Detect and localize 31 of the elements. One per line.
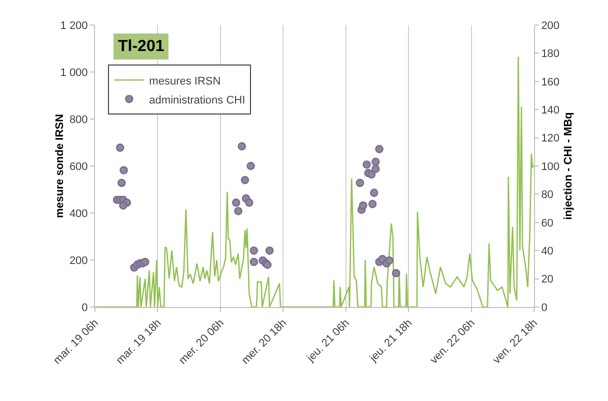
x-tick-label: mer. 20 06h bbox=[176, 317, 226, 367]
x-tick-label: ven. 22 06h bbox=[428, 317, 478, 366]
y2-axis-title: injection - CHI - MBq bbox=[562, 112, 574, 220]
legend-label: administrations CHI bbox=[149, 94, 246, 106]
y-tick-label: 0 bbox=[82, 302, 88, 314]
y2-tick-label: 160 bbox=[541, 76, 560, 88]
x-tick-label: jeu. 21 18h bbox=[366, 317, 415, 365]
x-tick-label: jeu. 21 06h bbox=[304, 317, 352, 365]
legend-label: mesures IRSN bbox=[149, 75, 221, 88]
y2-tick-label: 100 bbox=[541, 160, 560, 173]
y-axis-title: mesure sonde IRSN bbox=[54, 114, 66, 218]
y2-tick-label: 200 bbox=[541, 20, 560, 32]
y2-tick-label: 60 bbox=[541, 217, 554, 230]
y2-tick-label: 20 bbox=[541, 274, 554, 286]
y2-tick-label: 140 bbox=[541, 104, 560, 116]
x-tick-label: mar. 19 18h bbox=[114, 317, 164, 367]
x-tick-label: mar. 19 06h bbox=[51, 317, 102, 367]
y-tick-label: 200 bbox=[69, 254, 88, 267]
x-tick-label: mer. 20 18h bbox=[240, 317, 290, 367]
x-tick-label: ven. 22 18h bbox=[490, 317, 540, 366]
y2-tick-label: 80 bbox=[541, 189, 554, 202]
y2-tick-label: 40 bbox=[541, 245, 554, 258]
y-tick-label: 1 000 bbox=[60, 66, 88, 79]
y-tick-label: 800 bbox=[69, 114, 88, 126]
y2-tick-label: 180 bbox=[541, 48, 560, 60]
y2-tick-label: 120 bbox=[541, 132, 560, 145]
y-tick-label: 1 200 bbox=[60, 20, 88, 32]
y-tick-label: 600 bbox=[69, 160, 88, 173]
text: Tl-201 bbox=[118, 38, 164, 55]
y-tick-label: 400 bbox=[69, 208, 88, 220]
y2-tick-label: 0 bbox=[541, 302, 548, 314]
